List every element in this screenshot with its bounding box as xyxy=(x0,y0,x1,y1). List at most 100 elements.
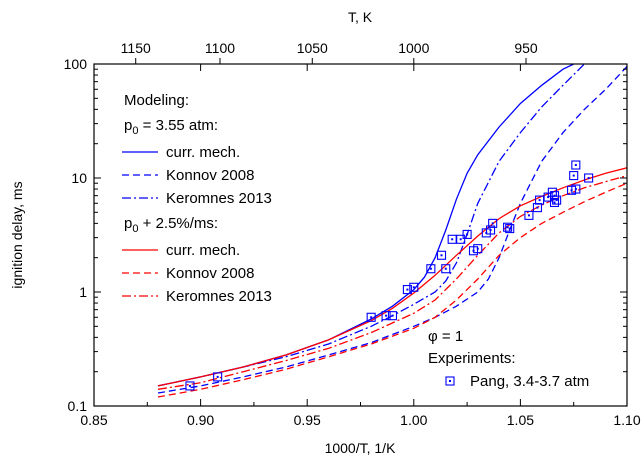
top-tick-label: 1000 xyxy=(398,40,429,56)
experiment-marker-square xyxy=(486,225,496,235)
experiment-marker-dot xyxy=(551,191,554,194)
experiment-marker-square xyxy=(366,312,376,322)
legend-experiment-label: Pang, 3.4-3.7 atm xyxy=(470,373,589,390)
experiment-marker-dot xyxy=(547,196,550,199)
experiment-point xyxy=(426,264,436,274)
experiment-point xyxy=(381,311,391,321)
experiment-point xyxy=(524,210,534,220)
legend-item-red-solid-label: curr. mech. xyxy=(166,242,240,259)
experiment-point xyxy=(473,244,483,254)
experiment-marker-square xyxy=(185,381,195,391)
experiment-marker-square xyxy=(409,282,419,292)
top-tick-label: 1150 xyxy=(121,40,151,56)
experiment-point xyxy=(456,234,466,244)
y-tick-label: 100 xyxy=(64,56,88,72)
experiment-marker-dot xyxy=(476,247,479,250)
experiment-point xyxy=(505,224,515,234)
experiment-marker-dot xyxy=(459,238,462,241)
experiment-marker-square xyxy=(473,244,483,254)
experiment-marker-dot xyxy=(506,226,509,229)
legend-item-red-dashed-label: Konnov 2008 xyxy=(166,265,254,282)
x-tick-label: 0.85 xyxy=(80,412,107,428)
top-tick-label: 950 xyxy=(514,40,538,56)
experiment-point xyxy=(486,225,496,235)
x-tick-label: 1.10 xyxy=(613,412,640,428)
experiment-marker-square xyxy=(436,250,447,260)
series-line-4 xyxy=(157,182,627,398)
plot-content xyxy=(157,64,627,398)
experiment-point xyxy=(571,160,581,170)
experiment-marker-square xyxy=(571,184,581,194)
y-tick-label: 0.1 xyxy=(68,398,88,414)
experiment-marker-dot xyxy=(370,316,373,319)
experiment-marker-square xyxy=(552,195,562,205)
experiment-marker-dot xyxy=(440,254,443,257)
experiment-marker-dot xyxy=(574,188,577,191)
experiment-marker-dot xyxy=(451,238,454,241)
experiment-point xyxy=(409,282,419,292)
legend-marker-dot xyxy=(449,380,451,382)
legend-item-red-dashdot-label: Keromnes 2013 xyxy=(166,288,272,305)
legend-experiments-header: Experiments: xyxy=(428,350,516,367)
experiment-point xyxy=(213,372,223,382)
top-tick-label: 1050 xyxy=(297,40,328,56)
experiment-marker-dot xyxy=(587,177,590,179)
legend-item-blue-dashdot-label: Keromnes 2013 xyxy=(166,190,272,207)
experiment-marker-square xyxy=(503,222,513,232)
experiment-point xyxy=(462,229,472,239)
legend-group2-header: p0 + 2.5%/ms: xyxy=(124,215,218,235)
experiment-marker-square xyxy=(402,285,412,295)
experiment-marker-square xyxy=(426,264,436,274)
experiment-point xyxy=(571,184,581,194)
experiment-point xyxy=(436,250,447,260)
experiment-marker-square xyxy=(456,234,466,244)
x-axis-label: 1000/T, 1/K xyxy=(325,440,396,456)
experiment-marker-square xyxy=(387,311,398,321)
legend-modeling-header: Modeling: xyxy=(124,92,189,109)
experiment-marker-dot xyxy=(572,174,575,177)
experiment-marker-dot xyxy=(489,228,492,231)
experiment-marker-square xyxy=(584,173,594,183)
experiment-marker-square xyxy=(441,264,451,274)
experiment-marker-square xyxy=(524,210,534,220)
top-tick-label: 1100 xyxy=(205,40,235,56)
experiment-marker-dot xyxy=(555,199,558,202)
experiment-point xyxy=(569,171,579,181)
experiment-marker-dot xyxy=(553,201,556,204)
experiment-marker-dot xyxy=(444,267,447,270)
experiment-marker-square xyxy=(213,372,223,382)
experiment-point xyxy=(185,381,195,391)
experiment-marker-square xyxy=(569,171,579,181)
experiment-marker-square xyxy=(488,218,498,228)
x-tick-label: 0.90 xyxy=(187,412,214,428)
experiment-marker-dot xyxy=(385,314,388,317)
legend-group1-header: p0 = 3.55 atm: xyxy=(124,117,218,137)
experiment-point xyxy=(532,203,543,213)
experiment-point xyxy=(503,222,513,232)
experiment-marker-dot xyxy=(574,164,577,167)
x-tick-label: 0.95 xyxy=(294,412,321,428)
experiment-marker-square xyxy=(381,311,391,321)
plot-frame xyxy=(93,63,628,407)
experiment-marker-dot xyxy=(527,214,530,217)
experiment-marker-dot xyxy=(412,286,415,289)
experiment-point xyxy=(549,197,560,208)
experiment-marker-square xyxy=(549,197,560,208)
legend: Modeling: p0 = 3.55 atm: curr. mech. Konnov… xyxy=(122,92,589,390)
experiment-marker-dot xyxy=(491,222,494,225)
y-axis-label: ignition delay, ms xyxy=(9,181,25,288)
series-line-1 xyxy=(157,66,627,394)
experiment-point xyxy=(488,218,498,228)
experiment-point xyxy=(584,173,594,183)
experiment-point xyxy=(552,195,562,205)
experiment-marker-square xyxy=(505,224,515,234)
experiment-marker-dot xyxy=(429,267,432,270)
legend-marker-square xyxy=(445,376,455,386)
y-tick-label: 1 xyxy=(79,284,87,300)
legend-item-blue-solid-label: curr. mech. xyxy=(166,144,240,161)
experiment-marker-dot xyxy=(406,288,409,291)
axes: 0.85 0.90 0.95 1.00 1.05 1.10 0.1 1 10 100 1150 110… xyxy=(64,40,641,428)
experiment-marker-dot xyxy=(391,314,394,317)
experiment-point xyxy=(402,285,412,295)
series-line-5 xyxy=(157,174,627,390)
